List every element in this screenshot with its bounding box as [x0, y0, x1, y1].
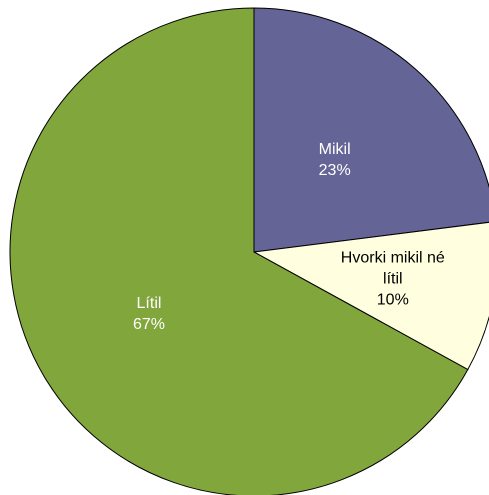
- slice-label: Lítil 67%: [89, 293, 209, 335]
- category-label: Mikil: [318, 141, 351, 159]
- value-label: 67%: [132, 316, 165, 334]
- value-label: 10%: [376, 291, 409, 309]
- pie-slice: [252, 221, 489, 371]
- category-label: Lítil: [136, 295, 162, 313]
- slice-label: Mikil 23%: [275, 139, 395, 181]
- slice-label: Hvorki mikil né lítil 10%: [338, 248, 448, 311]
- pie-slice: [9, 7, 469, 495]
- pie-slice: [253, 7, 489, 253]
- value-label: 23%: [318, 162, 351, 180]
- category-label: Hvorki mikil né lítil: [340, 249, 445, 288]
